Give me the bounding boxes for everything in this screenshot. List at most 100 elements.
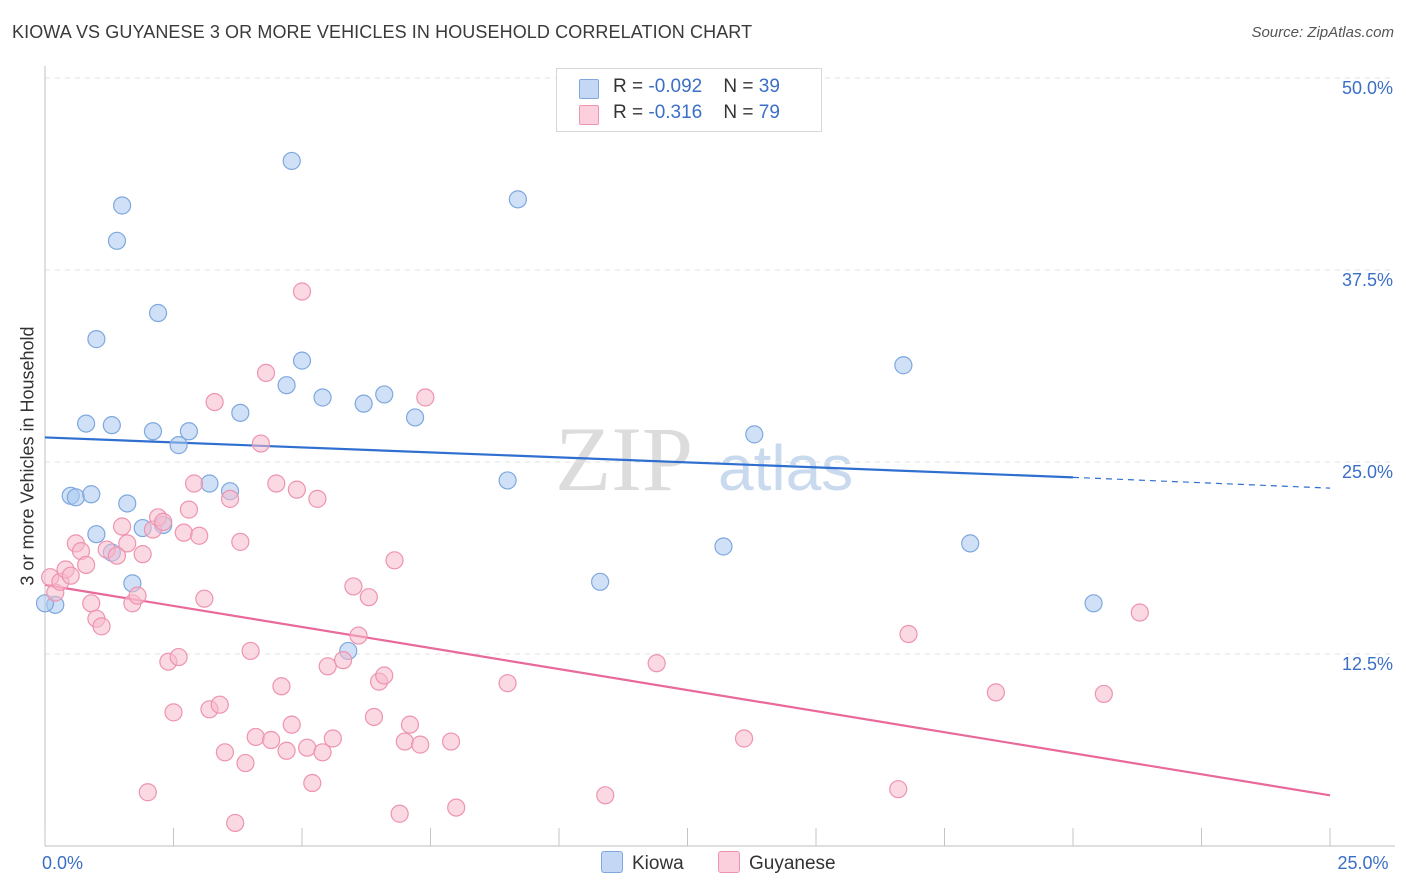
y-tick-label: 37.5%	[1342, 270, 1393, 290]
guyanese-point	[190, 526, 209, 545]
guyanese-point	[447, 798, 466, 817]
guyanese-point	[118, 534, 137, 553]
guyanese-point	[292, 282, 312, 301]
guyanese-point	[112, 517, 132, 536]
guyanese-point	[889, 780, 908, 799]
y-axis-label: 3 or more Vehicles in Household	[17, 326, 38, 586]
kiowa-point	[591, 572, 610, 591]
guyanese-point	[184, 474, 204, 493]
guyanese-point	[385, 551, 404, 570]
gridlines	[45, 77, 1395, 655]
guyanese-point	[364, 707, 384, 727]
kiowa-r-value: -0.092	[648, 76, 703, 97]
stats-legend: R = -0.092 N = 39 R = -0.316 N = 79	[556, 68, 822, 132]
guyanese-point	[282, 715, 301, 734]
bottom-legend-kiowa: Kiowa	[601, 851, 684, 875]
kiowa-point	[148, 303, 168, 323]
x-tick-label: 0.0%	[42, 853, 83, 873]
guyanese-point	[334, 651, 353, 670]
kiowa-point	[961, 534, 980, 553]
guyanese-point	[277, 741, 296, 760]
kiowa-n-value: 39	[758, 76, 780, 97]
kiowa-swatch	[579, 79, 599, 99]
source-label: Source: ZipAtlas.com	[1251, 24, 1394, 41]
tick-labels: 12.5% 25.0% 37.5% 50.0% 0.0% 25.0%	[42, 78, 1393, 873]
guyanese-point	[359, 588, 378, 607]
kiowa-point	[143, 422, 163, 441]
guyanese-point	[267, 474, 286, 493]
bottom-kiowa-label: Kiowa	[632, 853, 684, 874]
bottom-guyanese-swatch	[718, 851, 740, 873]
guyanese-point	[375, 666, 394, 685]
kiowa-point	[66, 488, 85, 507]
guyanese-point	[220, 489, 240, 508]
chart-title: KIOWA VS GUYANESE 3 OR MORE VEHICLES IN …	[12, 22, 753, 42]
guyanese-point	[164, 703, 183, 722]
guyanese-point	[498, 674, 517, 693]
guyanese-point	[107, 546, 127, 565]
data-points	[35, 151, 1149, 833]
guyanese-point	[77, 555, 96, 575]
kiowa-trendline	[44, 436, 1074, 479]
kiowa-point	[498, 471, 517, 490]
kiowa-point	[405, 408, 425, 427]
guyanese-point	[1094, 684, 1113, 704]
guyanese-r-label: R =	[613, 102, 649, 123]
kiowa-point	[179, 422, 199, 441]
guyanese-point	[61, 566, 80, 585]
guyanese-point	[174, 523, 193, 542]
guyanese-point	[226, 813, 245, 833]
kiowa-point	[87, 330, 106, 349]
guyanese-point	[154, 512, 173, 532]
guyanese-trendline	[44, 583, 1331, 797]
guyanese-point	[400, 715, 420, 734]
guyanese-n-label: N =	[723, 102, 759, 123]
guyanese-point	[323, 729, 342, 748]
guyanese-point	[411, 735, 430, 754]
guyanese-point	[899, 624, 918, 644]
kiowa-point	[313, 388, 332, 407]
guyanese-point	[441, 732, 461, 751]
y-tick-label: 50.0%	[1342, 78, 1393, 98]
kiowa-point	[200, 474, 219, 493]
guyanese-point	[138, 783, 157, 802]
guyanese-point	[92, 617, 111, 636]
y-tick-label: 12.5%	[1342, 654, 1393, 674]
kiowa-point	[169, 436, 188, 455]
guyanese-point	[246, 727, 265, 747]
guyanese-point	[236, 753, 255, 773]
bottom-kiowa-swatch	[601, 851, 623, 873]
kiowa-point	[894, 356, 913, 375]
kiowa-point	[277, 376, 296, 395]
guyanese-point	[215, 743, 234, 762]
kiowa-point	[282, 151, 301, 171]
x-tick-label: 25.0%	[1337, 853, 1388, 873]
guyanese-point	[272, 677, 291, 696]
guyanese-point	[986, 683, 1006, 702]
kiowa-point	[87, 525, 106, 544]
kiowa-point	[118, 494, 137, 513]
guyanese-r-value: -0.316	[648, 102, 703, 123]
guyanese-point	[647, 654, 666, 673]
guyanese-point	[416, 388, 435, 407]
guyanese-point	[303, 773, 322, 793]
kiowa-trendline-extension	[1072, 476, 1331, 489]
guyanese-point	[734, 729, 754, 748]
kiowa-point	[231, 403, 250, 422]
guyanese-point	[344, 577, 363, 596]
guyanese-point	[313, 743, 332, 762]
y-tick-label: 25.0%	[1342, 462, 1393, 482]
kiowa-point	[77, 414, 96, 433]
guyanese-point	[390, 804, 409, 823]
guyanese-point	[210, 695, 229, 714]
kiowa-point	[107, 231, 127, 250]
kiowa-point	[1084, 594, 1103, 613]
guyanese-point	[179, 500, 199, 519]
guyanese-point	[298, 738, 317, 757]
guyanese-point	[241, 641, 260, 661]
guyanese-point	[262, 730, 281, 750]
axes	[44, 66, 1395, 847]
guyanese-n-value: 79	[758, 102, 780, 123]
guyanese-point	[231, 532, 250, 551]
guyanese-point	[596, 786, 615, 805]
